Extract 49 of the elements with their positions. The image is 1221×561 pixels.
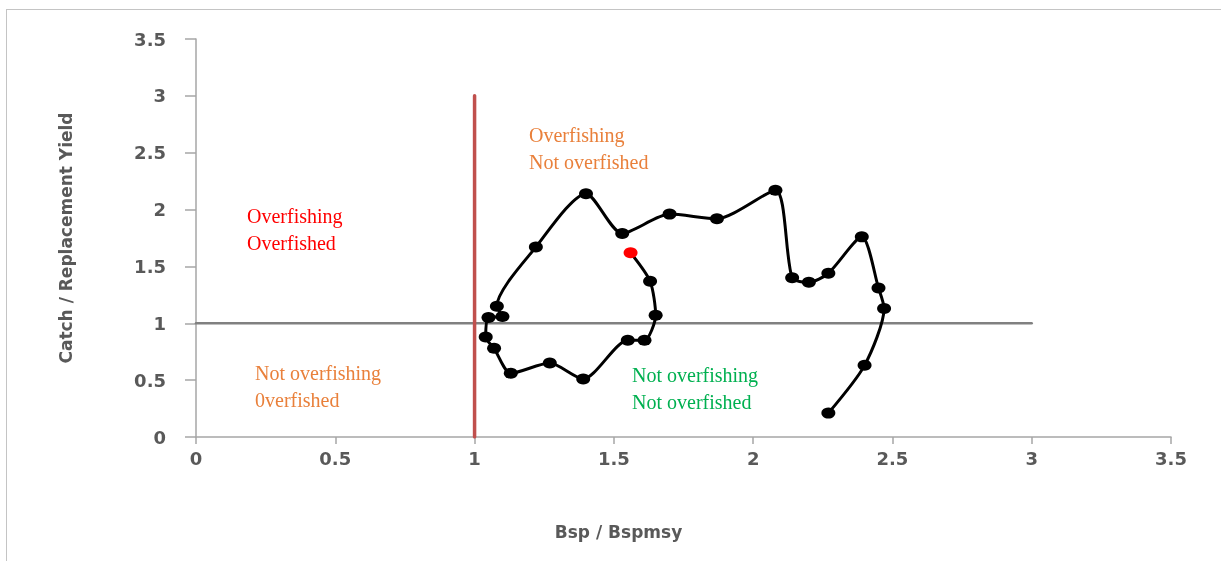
y-tick-label: 2: [153, 199, 166, 221]
y-tick-label: 1.5: [134, 255, 166, 277]
point: [623, 247, 638, 259]
point: [871, 282, 886, 294]
point: [785, 272, 800, 284]
point: [662, 208, 677, 220]
point: [620, 334, 635, 346]
y-tick-label: 0.5: [134, 369, 166, 391]
y-tick-label: 3: [153, 85, 166, 107]
x-tick-label: 1: [468, 447, 481, 469]
annotation: Not overfishing Not overfished: [632, 363, 759, 413]
point: [576, 373, 591, 385]
point: [854, 231, 869, 243]
point: [481, 312, 496, 324]
x-tick-label: 1.5: [597, 447, 630, 469]
point: [821, 267, 836, 279]
point: [487, 342, 502, 354]
y-tick-label: 1: [153, 312, 166, 334]
point: [768, 184, 783, 196]
y-axis-title: Catch / Replacement Yield: [55, 112, 76, 364]
point: [643, 275, 658, 287]
point: [579, 188, 593, 200]
point: [801, 276, 816, 288]
point: [821, 407, 836, 419]
y-tick-label: 3.5: [134, 28, 166, 50]
point: [615, 227, 630, 239]
y-tick-label: 0: [153, 426, 166, 448]
point: [542, 357, 557, 369]
annotation: Overfishing Not overfished: [529, 123, 649, 173]
y-tick-label: 2.5: [134, 142, 166, 164]
point: [478, 331, 493, 343]
annotation: Overfishing Overfished: [247, 204, 343, 254]
x-tick-label: 3: [1025, 447, 1038, 469]
point: [648, 309, 663, 321]
point: [503, 367, 518, 379]
point: [489, 300, 504, 312]
x-tick-label: 0: [189, 447, 203, 469]
point: [637, 334, 652, 346]
annotation: Not overfishing 0verfished: [255, 361, 382, 411]
point: [877, 303, 892, 314]
point: [709, 213, 724, 225]
x-tick-label: 2.5: [876, 447, 909, 469]
point: [857, 359, 872, 371]
point: [528, 241, 543, 253]
x-tick-label: 0.5: [319, 447, 352, 469]
x-tick-label: 3.5: [1155, 447, 1187, 469]
x-tick-label: 2: [746, 447, 760, 469]
x-axis-title: Bsp / Bspmsy: [554, 521, 683, 542]
point: [495, 310, 510, 322]
